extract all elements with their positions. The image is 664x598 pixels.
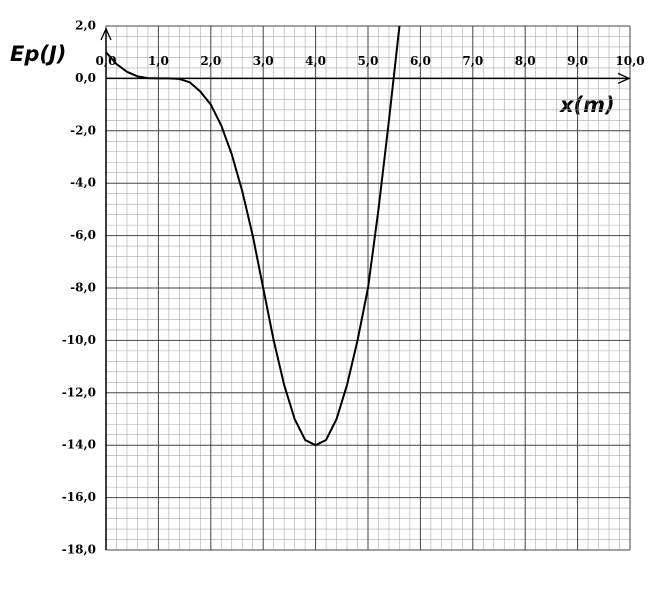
- y-tick-label: -14,0: [62, 438, 96, 452]
- x-tick-label: 7,0: [462, 54, 483, 68]
- y-tick-label: -6,0: [70, 228, 96, 242]
- x-tick-label: 3,0: [253, 54, 274, 68]
- y-tick-label: 2,0: [75, 19, 96, 33]
- y-tick-label: -12,0: [62, 385, 96, 399]
- y-axis-label: Ep(J): [10, 42, 66, 66]
- x-axis-label: x(m): [559, 93, 615, 117]
- y-tick-label: -8,0: [70, 281, 96, 295]
- x-tick-label: 9,0: [567, 54, 588, 68]
- y-tick-label: -4,0: [70, 176, 96, 190]
- x-tick-label: 1,0: [148, 54, 169, 68]
- x-axis-arrow: [617, 72, 631, 84]
- x-tick-label: 10,0: [615, 54, 644, 68]
- curve: [105, 25, 401, 447]
- y-tick-label: -2,0: [70, 123, 96, 137]
- y-tick-label: 0,0: [75, 71, 96, 85]
- x-tick-label: 4,0: [305, 54, 326, 68]
- y-axis-arrow: [100, 27, 112, 41]
- x-tick-label: 2,0: [200, 54, 221, 68]
- x-tick-label: 8,0: [515, 54, 536, 68]
- y-tick-label: -16,0: [62, 490, 96, 504]
- y-tick-label: -10,0: [62, 333, 96, 347]
- x-tick-label: 5,0: [358, 54, 379, 68]
- x-tick-label: 6,0: [410, 54, 431, 68]
- y-tick-label: -18,0: [62, 543, 96, 557]
